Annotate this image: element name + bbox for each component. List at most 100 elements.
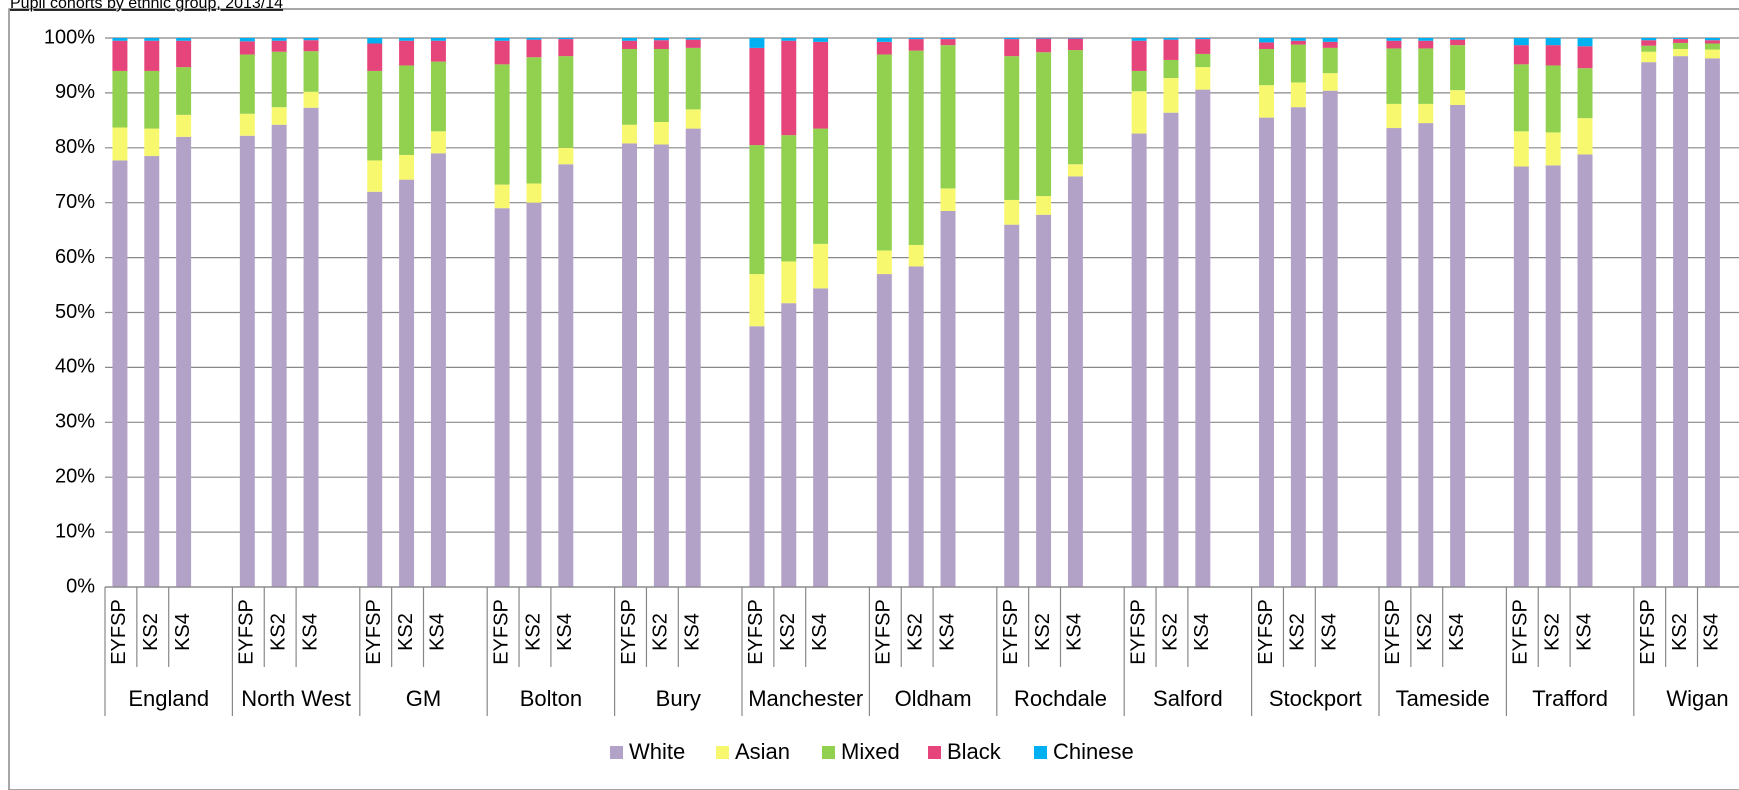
bar-segment <box>1163 112 1179 587</box>
bar-segment <box>622 143 638 587</box>
bar-segment <box>1067 38 1083 39</box>
bar-segment <box>1004 39 1020 57</box>
bar-segment <box>430 61 446 132</box>
bar-segment <box>1036 38 1052 53</box>
bar-segment <box>908 39 924 51</box>
bar-segment <box>653 144 669 588</box>
bar-segment <box>1450 45 1466 91</box>
bar-segment <box>399 40 415 66</box>
bar-segment <box>1163 78 1179 113</box>
bar-segment <box>1131 133 1147 587</box>
bar-segment <box>908 266 924 587</box>
x-tick-label: KS4 <box>809 613 831 651</box>
bar-segment <box>1450 90 1466 105</box>
bar-segment <box>1131 40 1147 71</box>
y-tick-label: 70% <box>55 191 95 213</box>
bar-segment <box>940 45 956 189</box>
bar-segment <box>1067 38 1083 51</box>
bar-segment <box>908 244 924 267</box>
bar-segment <box>1577 154 1593 587</box>
bar-segment <box>940 188 956 211</box>
bar-segment <box>239 41 255 55</box>
bar-segment <box>112 40 128 71</box>
bar-segment <box>558 164 574 587</box>
bar-segment <box>176 38 192 41</box>
bar-segment <box>303 107 319 588</box>
bar-segment <box>526 38 542 40</box>
bar-segment <box>685 128 701 587</box>
y-tick-label: 60% <box>55 246 95 268</box>
bar-segment <box>876 274 892 587</box>
bar-segment <box>622 38 638 41</box>
bar-segment <box>1704 49 1720 59</box>
bar-segment <box>271 124 287 587</box>
x-tick-label: EYFSP <box>1382 599 1404 665</box>
bar-segment <box>399 179 415 587</box>
x-tick-label: EYFSP <box>236 599 258 665</box>
bar-segment <box>1418 123 1434 587</box>
bar-segment <box>1513 45 1529 65</box>
bar-segment <box>813 38 829 42</box>
bar-segment <box>940 210 956 587</box>
x-tick-label: EYFSP <box>1637 599 1659 665</box>
group-label: Salford <box>1153 686 1223 711</box>
x-tick-label: KS4 <box>1319 613 1341 651</box>
group-label: Bolton <box>520 686 582 711</box>
bar-segment <box>144 128 160 157</box>
bar-segment <box>430 40 446 62</box>
bar-segment <box>908 50 924 245</box>
bar-segment <box>1195 39 1211 54</box>
bar-segment <box>558 39 574 57</box>
x-tick-label: EYFSP <box>1255 599 1277 665</box>
bar-segment <box>558 38 574 40</box>
legend-label: Mixed <box>841 739 900 764</box>
bar-segment <box>876 250 892 275</box>
bar-segment <box>1386 48 1402 104</box>
bar-segment <box>494 40 510 65</box>
bar-segment <box>1704 58 1720 588</box>
x-tick-label: KS2 <box>1159 613 1181 651</box>
bar-segment <box>1545 65 1561 133</box>
bar-segment <box>1673 38 1689 40</box>
bar-segment <box>430 38 446 41</box>
bar-segment <box>749 274 765 327</box>
bar-segment <box>1513 38 1529 46</box>
bar-segment <box>144 70 160 129</box>
x-tick-label: EYFSP <box>1127 599 1149 665</box>
bar-segment <box>653 38 669 41</box>
bar-segment <box>653 40 669 49</box>
group-label: Bury <box>656 686 701 711</box>
bar-segment <box>622 48 638 125</box>
bar-segment <box>940 38 956 40</box>
y-tick-label: 30% <box>55 411 95 433</box>
legend-swatch <box>716 746 729 759</box>
bar-segment <box>526 202 542 587</box>
x-tick-label: KS2 <box>395 613 417 651</box>
bar-segment <box>176 114 192 137</box>
bar-segment <box>112 38 128 41</box>
bar-segment <box>1290 38 1306 41</box>
bar-segment <box>1704 38 1720 41</box>
bar-segment <box>1163 38 1179 40</box>
group-label: Wigan <box>1666 686 1728 711</box>
bar-segment <box>558 147 574 165</box>
x-tick-label: KS4 <box>427 613 449 651</box>
x-tick-label: KS2 <box>267 613 289 651</box>
bar-segment <box>1641 45 1657 52</box>
bar-segment <box>112 70 128 128</box>
bar-segment <box>112 160 128 587</box>
y-tick-label: 40% <box>55 356 95 378</box>
x-tick-label: KS2 <box>1541 613 1563 651</box>
bar-segment <box>1418 38 1434 41</box>
bar-segment <box>781 303 797 587</box>
x-tick-label: KS4 <box>1573 613 1595 651</box>
bar-segment <box>112 127 128 161</box>
bar-segment <box>1513 64 1529 132</box>
bar-segment <box>1673 48 1689 57</box>
legend-swatch <box>822 746 835 759</box>
bar-segment <box>239 38 255 42</box>
legend-label: Chinese <box>1053 739 1134 764</box>
chart-frame <box>8 8 1739 790</box>
bar-segment <box>1131 91 1147 134</box>
